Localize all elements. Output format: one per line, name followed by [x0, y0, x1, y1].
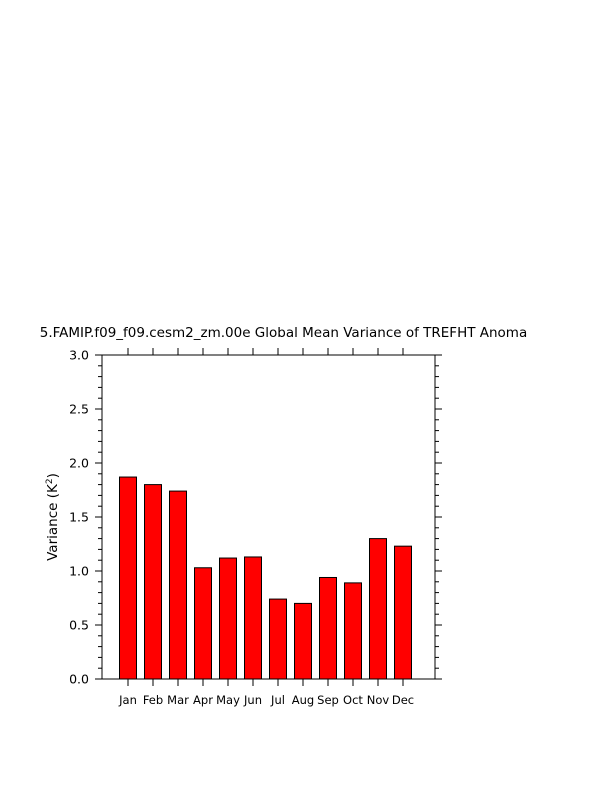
y-axis-label-text: Variance (K2): [45, 473, 61, 561]
x-tick-label-nov: Nov: [367, 693, 390, 707]
y-tick-label: 0.5: [69, 618, 89, 633]
bar-jun: [244, 556, 262, 680]
y-axis-label: Variance (K2): [45, 473, 61, 561]
bar-aug: [294, 602, 312, 680]
bar-apr: [194, 567, 212, 680]
axes-group: [95, 348, 442, 686]
y-axis-label-main: Variance (K: [45, 483, 61, 561]
bar-jan: [119, 476, 137, 680]
y-tick-label: 2.5: [69, 402, 89, 417]
x-tick-label-sep: Sep: [317, 693, 339, 707]
y-tick-label: 1.0: [69, 564, 89, 579]
bar-sep: [319, 576, 337, 680]
x-tick-label-jan: Jan: [118, 693, 137, 707]
bar-oct: [344, 582, 362, 680]
y-tick-labels: 0.0 0.5 1.0 1.5 2.0 2.5 3.0: [69, 348, 89, 687]
y-axis-label-superscript: 2: [45, 478, 55, 484]
bar-mar: [169, 490, 187, 680]
x-tick-label-aug: Aug: [292, 693, 314, 707]
bars-group: [119, 476, 412, 680]
y-tick-label: 0.0: [69, 672, 89, 687]
bar-nov: [369, 538, 387, 680]
y-tick-label: 1.5: [69, 510, 89, 525]
bar-dec: [394, 545, 412, 680]
y-axis-label-close: ): [45, 473, 61, 478]
x-tick-label-may: May: [216, 693, 240, 707]
x-tick-label-jun: Jun: [243, 693, 262, 707]
x-tick-label-oct: Oct: [343, 693, 363, 707]
x-tick-label-dec: Dec: [392, 693, 414, 707]
y-tick-label: 3.0: [69, 348, 89, 363]
x-tick-label-mar: Mar: [167, 693, 189, 707]
x-tick-labels: Jan Feb Mar Apr May Jun Jul Aug Sep Oct Nov Dec: [118, 693, 414, 707]
chart-title: 5.FAMIP.f09_f09.cesm2_zm.00e Global Mean…: [40, 325, 527, 341]
bar-feb: [144, 484, 162, 680]
bar-jul: [269, 598, 287, 680]
x-tick-label-apr: Apr: [193, 693, 213, 707]
x-tick-label-feb: Feb: [143, 693, 163, 707]
y-tick-label: 2.0: [69, 456, 89, 471]
x-tick-label-jul: Jul: [270, 693, 285, 707]
bar-may: [219, 557, 237, 680]
